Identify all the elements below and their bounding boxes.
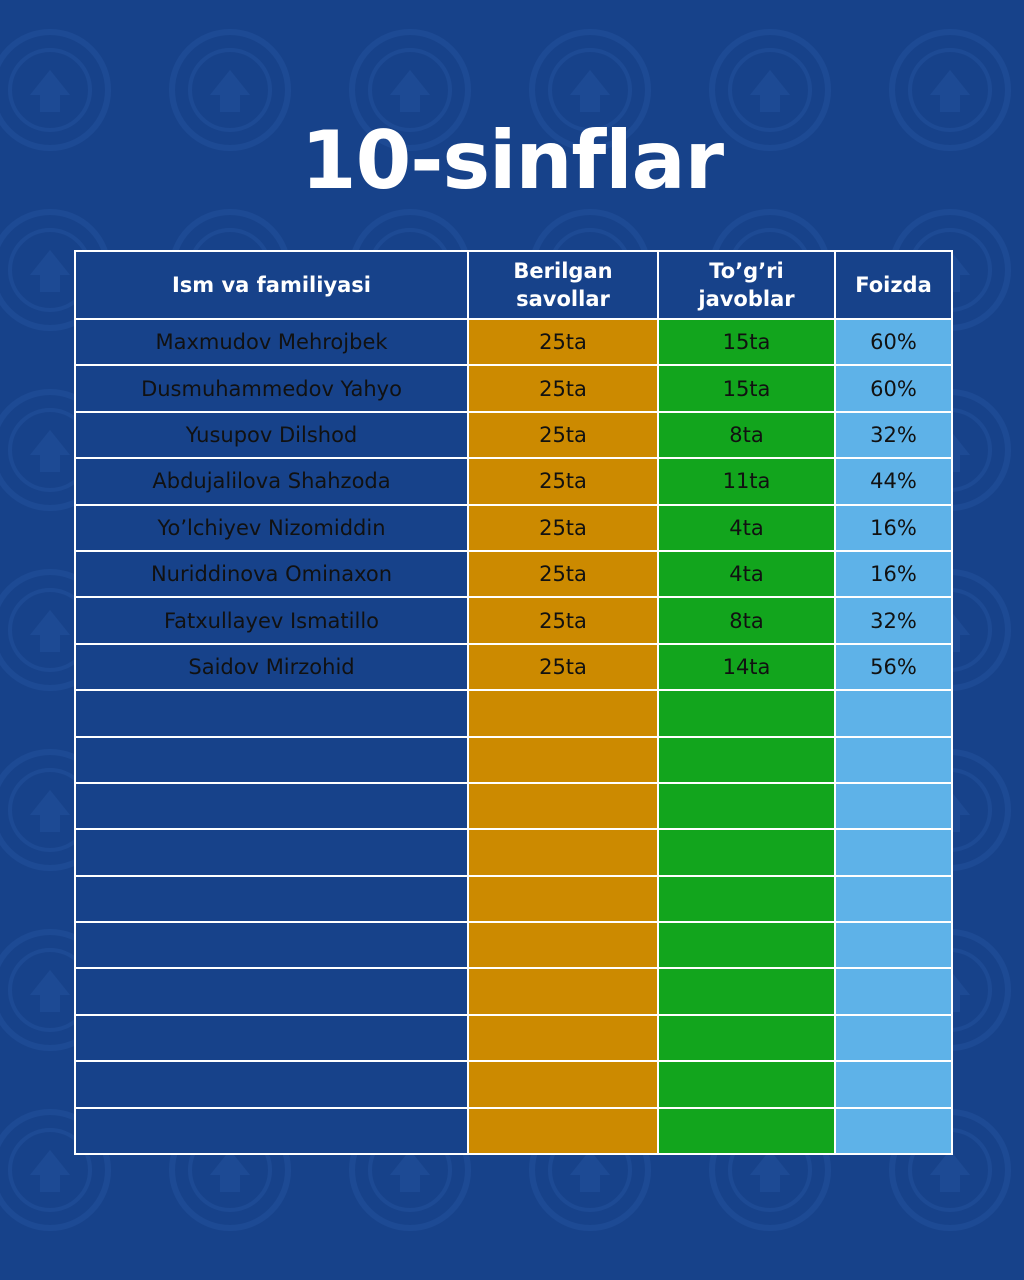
table-row: Abdujalilova Shahzoda 25ta 11ta 44% xyxy=(74,457,953,506)
empty-table-row xyxy=(74,735,953,784)
given-questions-cell xyxy=(467,781,659,831)
student-name-cell: Yusupov Dilshod xyxy=(74,410,469,460)
percent-cell xyxy=(834,828,953,877)
correct-answers-cell: 14ta xyxy=(657,642,836,692)
percent-cell xyxy=(834,689,953,738)
student-name-cell xyxy=(74,874,469,924)
percent-cell xyxy=(834,1106,953,1156)
percent-cell: 32% xyxy=(834,410,953,460)
correct-answers-cell: 8ta xyxy=(657,410,836,460)
table-row: Yo’lchiyev Nizomiddin 25ta 4ta 16% xyxy=(74,503,953,552)
percent-cell: 56% xyxy=(834,642,953,692)
student-name-cell: Saidov Mirzohid xyxy=(74,642,469,692)
given-questions-cell: 25ta xyxy=(467,549,659,599)
empty-table-row xyxy=(74,874,953,924)
percent-cell: 60% xyxy=(834,364,953,413)
percent-cell xyxy=(834,967,953,1016)
empty-table-row xyxy=(74,689,953,738)
percent-cell: 16% xyxy=(834,503,953,552)
correct-answers-cell: 4ta xyxy=(657,503,836,552)
given-questions-cell xyxy=(467,1106,659,1156)
student-name-cell: Dusmuhammedov Yahyo xyxy=(74,364,469,413)
given-questions-cell xyxy=(467,874,659,924)
table-body: Maxmudov Mehrojbek 25ta 15ta 60% Dusmuhammed… xyxy=(74,317,953,1156)
given-questions-cell: 25ta xyxy=(467,364,659,413)
header-percent: Foizda xyxy=(834,250,953,320)
correct-answers-cell: 15ta xyxy=(657,364,836,413)
correct-answers-cell xyxy=(657,1106,836,1156)
percent-cell xyxy=(834,1013,953,1063)
given-questions-cell xyxy=(467,689,659,738)
table-row: Maxmudov Mehrojbek 25ta 15ta 60% xyxy=(74,317,953,367)
student-name-cell xyxy=(74,1060,469,1109)
table-header-row: Ism va familiyasi Berilgan savollar To’g… xyxy=(74,250,953,320)
percent-cell xyxy=(834,781,953,831)
empty-table-row xyxy=(74,1106,953,1156)
student-name-cell: Abdujalilova Shahzoda xyxy=(74,457,469,506)
correct-answers-cell xyxy=(657,921,836,970)
correct-answers-cell: 11ta xyxy=(657,457,836,506)
empty-table-row xyxy=(74,1060,953,1109)
table-row: Nuriddinova Ominaxon 25ta 4ta 16% xyxy=(74,549,953,599)
student-name-cell xyxy=(74,689,469,738)
empty-table-row xyxy=(74,1013,953,1063)
results-table: Ism va familiyasi Berilgan savollar To’g… xyxy=(74,250,953,1156)
student-name-cell xyxy=(74,735,469,784)
percent-cell: 16% xyxy=(834,549,953,599)
student-name-cell xyxy=(74,1013,469,1063)
correct-answers-cell xyxy=(657,689,836,738)
student-name-cell: Maxmudov Mehrojbek xyxy=(74,317,469,367)
header-name: Ism va familiyasi xyxy=(74,250,469,320)
header-correct-answers: To’g’ri javoblar xyxy=(657,250,836,320)
correct-answers-cell xyxy=(657,828,836,877)
page-title: 10-sinflar xyxy=(300,114,724,207)
given-questions-cell: 25ta xyxy=(467,503,659,552)
given-questions-cell: 25ta xyxy=(467,596,659,645)
percent-cell xyxy=(834,1060,953,1109)
given-questions-cell: 25ta xyxy=(467,317,659,367)
percent-cell: 44% xyxy=(834,457,953,506)
percent-cell: 60% xyxy=(834,317,953,367)
table-row: Saidov Mirzohid 25ta 14ta 56% xyxy=(74,642,953,692)
student-name-cell: Fatxullayev Ismatillo xyxy=(74,596,469,645)
correct-answers-cell xyxy=(657,967,836,1016)
correct-answers-cell xyxy=(657,781,836,831)
correct-answers-cell: 8ta xyxy=(657,596,836,645)
percent-cell xyxy=(834,735,953,784)
correct-answers-cell: 4ta xyxy=(657,549,836,599)
given-questions-cell xyxy=(467,1013,659,1063)
percent-cell xyxy=(834,921,953,970)
correct-answers-cell xyxy=(657,1013,836,1063)
percent-cell: 32% xyxy=(834,596,953,645)
correct-answers-cell: 15ta xyxy=(657,317,836,367)
table-row: Yusupov Dilshod 25ta 8ta 32% xyxy=(74,410,953,460)
student-name-cell: Yo’lchiyev Nizomiddin xyxy=(74,503,469,552)
empty-table-row xyxy=(74,828,953,877)
given-questions-cell xyxy=(467,735,659,784)
student-name-cell xyxy=(74,781,469,831)
given-questions-cell: 25ta xyxy=(467,457,659,506)
student-name-cell xyxy=(74,828,469,877)
given-questions-cell: 25ta xyxy=(467,642,659,692)
given-questions-cell xyxy=(467,1060,659,1109)
student-name-cell xyxy=(74,1106,469,1156)
percent-cell xyxy=(834,874,953,924)
correct-answers-cell xyxy=(657,874,836,924)
given-questions-cell xyxy=(467,828,659,877)
given-questions-cell xyxy=(467,921,659,970)
header-given-questions: Berilgan savollar xyxy=(467,250,659,320)
empty-table-row xyxy=(74,921,953,970)
empty-table-row xyxy=(74,967,953,1016)
given-questions-cell: 25ta xyxy=(467,410,659,460)
student-name-cell: Nuriddinova Ominaxon xyxy=(74,549,469,599)
student-name-cell xyxy=(74,921,469,970)
correct-answers-cell xyxy=(657,735,836,784)
table-row: Dusmuhammedov Yahyo 25ta 15ta 60% xyxy=(74,364,953,413)
given-questions-cell xyxy=(467,967,659,1016)
correct-answers-cell xyxy=(657,1060,836,1109)
table-row: Fatxullayev Ismatillo 25ta 8ta 32% xyxy=(74,596,953,645)
empty-table-row xyxy=(74,781,953,831)
student-name-cell xyxy=(74,967,469,1016)
